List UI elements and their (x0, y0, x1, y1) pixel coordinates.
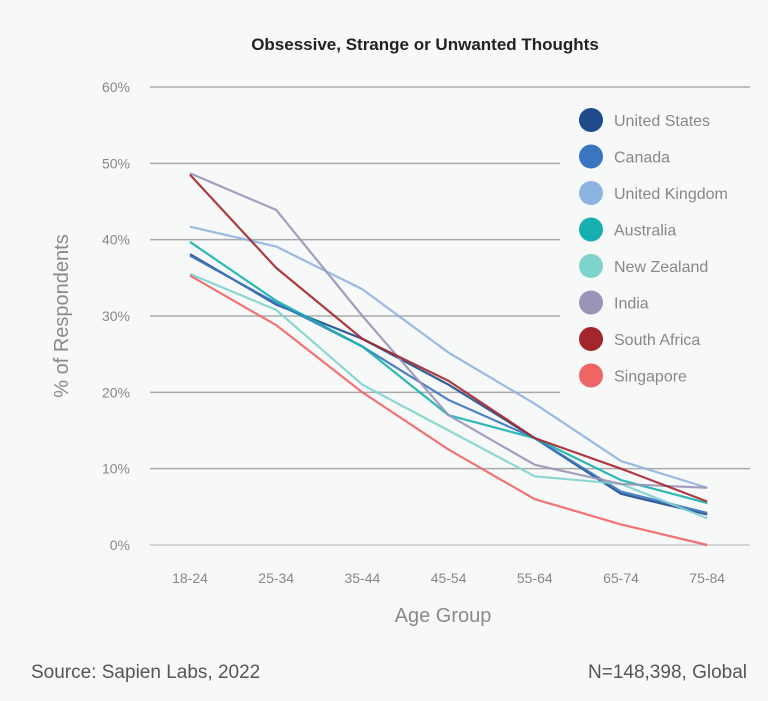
x-tick-label: 65-74 (603, 570, 639, 586)
legend-marker (579, 217, 603, 242)
x-tick-label: 55-64 (517, 570, 553, 586)
y-tick-label: 20% (102, 384, 130, 400)
x-axis-label: Age Group (395, 605, 492, 627)
legend-marker (579, 181, 603, 205)
legend-marker (579, 290, 603, 315)
y-tick-label: 30% (102, 308, 130, 324)
y-tick-label: 40% (102, 232, 130, 248)
x-tick-label: 18-24 (172, 570, 208, 586)
x-tick-label: 25-34 (258, 570, 294, 586)
y-tick-label: 50% (102, 155, 130, 171)
x-tick-label: 75-84 (689, 570, 725, 586)
legend-label: Australia (614, 223, 676, 240)
legend-marker (579, 108, 603, 132)
chart-title: Obsessive, Strange or Unwanted Thoughts (251, 35, 599, 54)
legend-background (560, 98, 760, 398)
series-line-united-states (189, 253, 708, 516)
legend-marker (579, 327, 603, 351)
legend-label: Canada (614, 150, 670, 167)
source-note: Source: Sapien Labs, 2022 (31, 662, 261, 683)
legend-marker (579, 363, 603, 388)
x-tick-label: 45-54 (431, 570, 467, 586)
y-tick-label: 0% (110, 537, 130, 553)
legend-label: United Kingdom (614, 186, 728, 203)
legend-label: South Africa (614, 332, 700, 349)
y-tick-label: 60% (102, 79, 130, 95)
y-axis-label: % of Respondents (51, 234, 73, 397)
legend-label: India (614, 296, 649, 313)
series-line-south-africa (189, 174, 708, 503)
series-line-canada (189, 254, 708, 515)
sample-note: N=148,398, Global (588, 662, 747, 683)
x-tick-label: 35-44 (344, 570, 380, 586)
legend-marker (579, 144, 603, 169)
series-line-india (189, 172, 708, 489)
series-line-united-kingdom (189, 225, 708, 489)
legend-label: United States (614, 113, 710, 130)
legend-label: New Zealand (614, 259, 708, 276)
series-line-singapore (189, 274, 708, 547)
legend-marker (579, 254, 603, 278)
y-tick-label: 10% (102, 461, 130, 477)
legend-label: Singapore (614, 369, 687, 386)
